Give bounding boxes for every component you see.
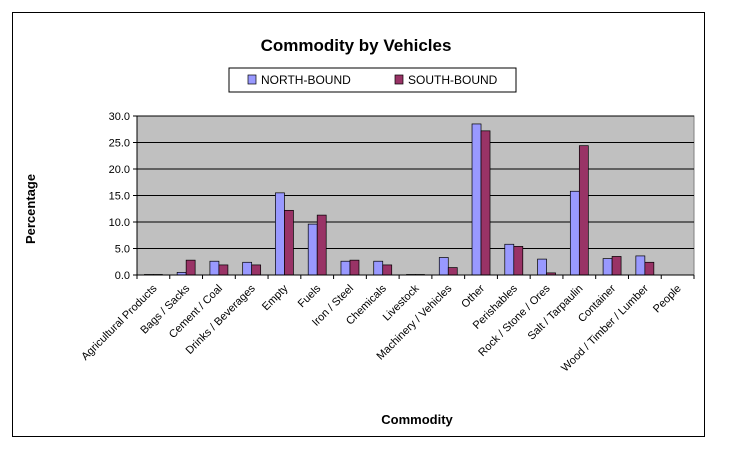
axes xyxy=(136,116,695,279)
legend-box xyxy=(228,67,517,93)
legend-label: SOUTH-BOUND xyxy=(408,73,498,87)
bar-north-11 xyxy=(504,243,515,276)
bar-south-13 xyxy=(578,145,589,276)
legend-swatch xyxy=(247,74,257,85)
bar-south-2 xyxy=(218,264,229,276)
x-tick-label: Other xyxy=(459,282,487,310)
bar-chart: Commodity by Vehicles NORTH-BOUND SOUTH-B… xyxy=(23,36,695,427)
bar-south-10 xyxy=(480,130,491,276)
y-axis-title: Percentage xyxy=(23,174,38,244)
bar-north-10 xyxy=(471,123,482,276)
bar-south-7 xyxy=(382,264,393,276)
bar-north-9 xyxy=(438,257,449,276)
chart-legend: NORTH-BOUND SOUTH-BOUND xyxy=(228,67,517,93)
bar-south-14 xyxy=(611,256,622,276)
y-tick-label: 5.0 xyxy=(115,244,130,256)
bar-north-3 xyxy=(242,261,253,276)
y-tick-label: 25.0 xyxy=(109,138,130,150)
legend-label: NORTH-BOUND xyxy=(261,73,351,87)
bar-north-5 xyxy=(307,223,318,276)
bar-south-4 xyxy=(284,209,294,276)
bar-south-5 xyxy=(316,214,327,276)
y-tick-label: 30.0 xyxy=(109,111,130,123)
bar-north-15 xyxy=(635,255,646,276)
y-tick-label: 15.0 xyxy=(109,191,130,203)
y-tick-labels: 0.0 5.0 10.0 15.0 20.0 25.0 30.0 xyxy=(109,111,130,282)
x-tick-label: Fuels xyxy=(296,282,324,310)
x-axis-title: Commodity xyxy=(381,412,453,427)
bar-south-9 xyxy=(447,267,458,276)
chart-title: Commodity by Vehicles xyxy=(261,36,452,55)
bar-north-7 xyxy=(373,260,384,276)
bar-south-6 xyxy=(349,259,360,276)
y-tick-label: 0.0 xyxy=(115,270,130,282)
x-tick-label: Empty xyxy=(260,282,291,313)
bar-north-2 xyxy=(209,260,220,276)
bar-south-1 xyxy=(185,259,196,276)
bar-north-6 xyxy=(340,260,351,276)
bar-north-13 xyxy=(569,190,580,276)
bar-north-14 xyxy=(602,258,613,276)
bar-south-11 xyxy=(513,246,524,276)
chart-frame: Commodity by Vehicles NORTH-BOUND SOUTH-B… xyxy=(12,12,705,437)
x-tick-label: People xyxy=(651,283,684,316)
y-tick-label: 20.0 xyxy=(109,164,130,176)
bar-north-12 xyxy=(537,258,547,276)
bar-south-15 xyxy=(644,261,655,276)
bar-south-3 xyxy=(251,264,262,276)
y-tick-label: 10.0 xyxy=(109,217,130,229)
bar-north-4 xyxy=(275,192,285,276)
legend-swatch xyxy=(394,74,404,85)
